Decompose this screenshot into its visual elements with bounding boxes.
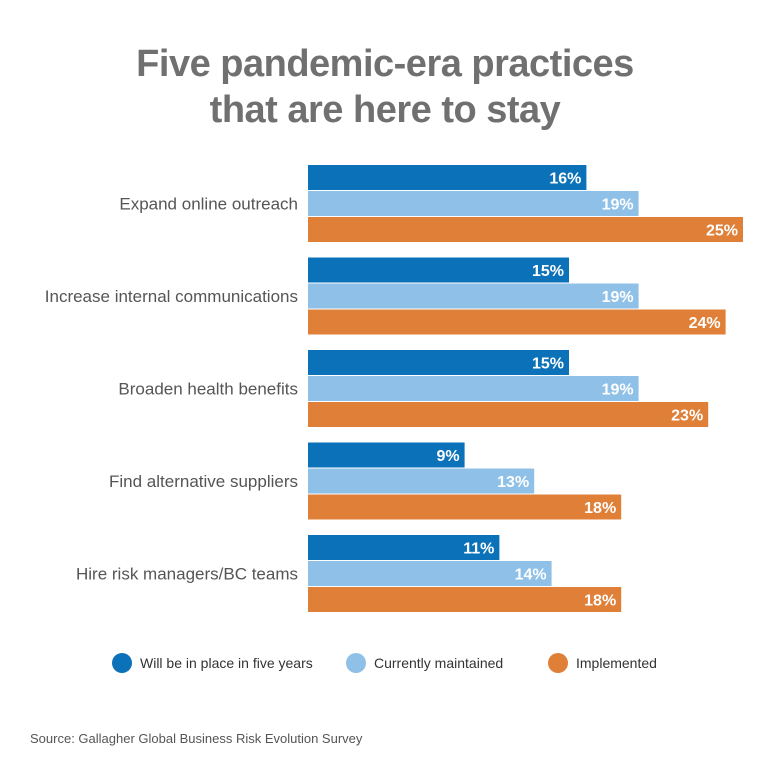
legend-label-currently-maintained: Currently maintained [374,655,504,671]
bar-increase-internal-communications-series-3 [308,309,726,335]
category-label-broaden-health-benefits: Broaden health benefits [118,380,298,399]
data-label-find-alternative-suppliers-series-3: 18% [584,500,616,517]
bar-increase-internal-communications-series-2 [308,283,639,309]
bar-find-alternative-suppliers-series-2 [308,468,535,494]
data-label-increase-internal-communications-series-1: 15% [532,263,564,280]
data-label-find-alternative-suppliers-series-1: 9% [436,448,459,465]
data-label-hire-risk-managers-bc-teams-series-3: 18% [584,593,616,610]
data-label-expand-online-outreach-series-3: 25% [706,223,738,240]
data-label-expand-online-outreach-series-2: 19% [602,197,634,214]
legend-label-will-be-in-place: Will be in place in five years [140,655,313,671]
source-note: Source: Gallagher Global Business Risk E… [30,731,363,746]
data-label-hire-risk-managers-bc-teams-series-1: 11% [463,541,494,558]
legend-swatch-currently-maintained [346,653,366,673]
chart-title-line-1: Five pandemic-era practices [136,43,634,85]
legend-item-will-be-in-place: Will be in place in five years [112,652,313,674]
legend-item-currently-maintained: Currently maintained [346,652,503,674]
bar-hire-risk-managers-bc-teams-series-1 [308,535,500,560]
bar-expand-online-outreach-series-3 [308,217,743,242]
bar-expand-online-outreach-series-1 [308,165,587,190]
data-label-find-alternative-suppliers-series-2: 13% [497,474,529,491]
bar-hire-risk-managers-bc-teams-series-3 [308,587,622,612]
legend-label-implemented: Implemented [576,655,657,671]
data-label-increase-internal-communications-series-3: 24% [689,315,721,332]
bar-broaden-health-benefits-series-3 [308,402,709,427]
legend-item-implemented: Implemented [548,652,657,674]
chart-title-line-2: that are here to stay [209,89,561,131]
bar-expand-online-outreach-series-2 [308,191,639,216]
category-label-increase-internal-communications: Increase internal communications [45,287,298,306]
bar-find-alternative-suppliers-series-1 [308,442,465,468]
category-label-hire-risk-managers-bc-teams: Hire risk managers/BC teams [76,565,298,584]
category-label-find-alternative-suppliers: Find alternative suppliers [109,472,298,491]
legend-swatch-will-be-in-place [112,653,132,673]
category-label-expand-online-outreach: Expand online outreach [119,195,298,214]
bar-find-alternative-suppliers-series-3 [308,494,622,520]
legend-swatch-implemented [548,653,568,673]
bar-broaden-health-benefits-series-2 [308,376,639,401]
data-label-broaden-health-benefits-series-1: 15% [532,356,564,373]
data-label-hire-risk-managers-bc-teams-series-2: 14% [515,567,547,584]
bar-increase-internal-communications-series-1 [308,257,569,283]
data-label-broaden-health-benefits-series-3: 23% [671,408,703,425]
data-label-broaden-health-benefits-series-2: 19% [602,382,634,399]
bar-chart: Expand online outreach 16% 19% 25% Increase … [45,165,743,612]
data-label-expand-online-outreach-series-1: 16% [549,171,581,188]
bar-broaden-health-benefits-series-1 [308,350,569,375]
data-label-increase-internal-communications-series-2: 19% [602,289,634,306]
bar-hire-risk-managers-bc-teams-series-2 [308,561,552,586]
